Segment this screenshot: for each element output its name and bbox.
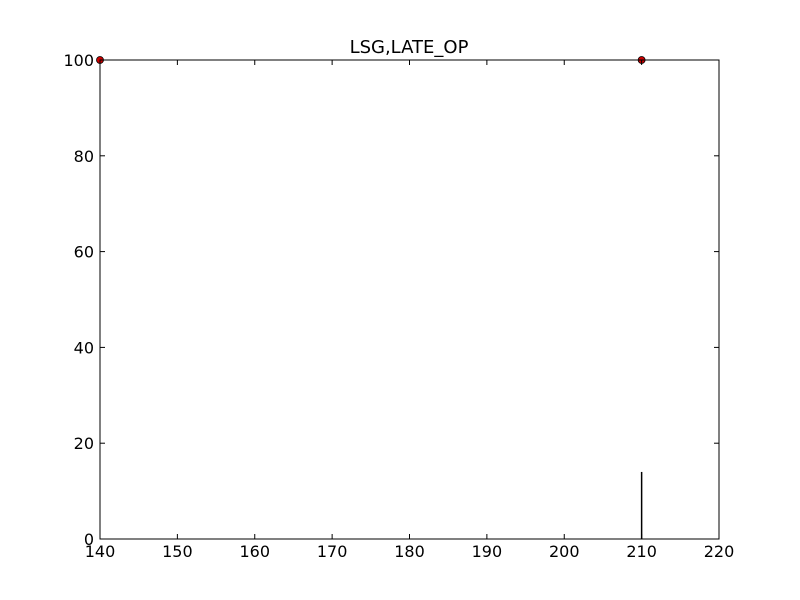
- tick-layer: 140 150 160 170 180 190 200 210 220 0 20 40 60 80 100: [63, 51, 734, 561]
- chart-title: LSG,LATE_OP: [350, 37, 469, 58]
- x-tick-label: 170: [317, 542, 348, 561]
- x-tick-label: 140: [85, 542, 116, 561]
- y-tick-label: 100: [63, 51, 94, 70]
- x-tick-label: 190: [472, 542, 503, 561]
- x-tick-label: 160: [239, 542, 270, 561]
- x-tick-label: 200: [549, 542, 580, 561]
- y-tick-label: 20: [74, 434, 94, 453]
- x-tick-label: 150: [162, 542, 193, 561]
- x-tick-label: 180: [394, 542, 425, 561]
- x-tick-label: 210: [626, 542, 657, 561]
- y-tick-label: 60: [74, 243, 94, 262]
- y-tick-label: 40: [74, 338, 94, 357]
- plot-frame: [99, 59, 720, 540]
- y-tick-label: 80: [74, 147, 94, 166]
- x-tick-label: 220: [704, 542, 735, 561]
- y-tick-label: 0: [84, 530, 94, 549]
- plot-layer: [96, 56, 646, 539]
